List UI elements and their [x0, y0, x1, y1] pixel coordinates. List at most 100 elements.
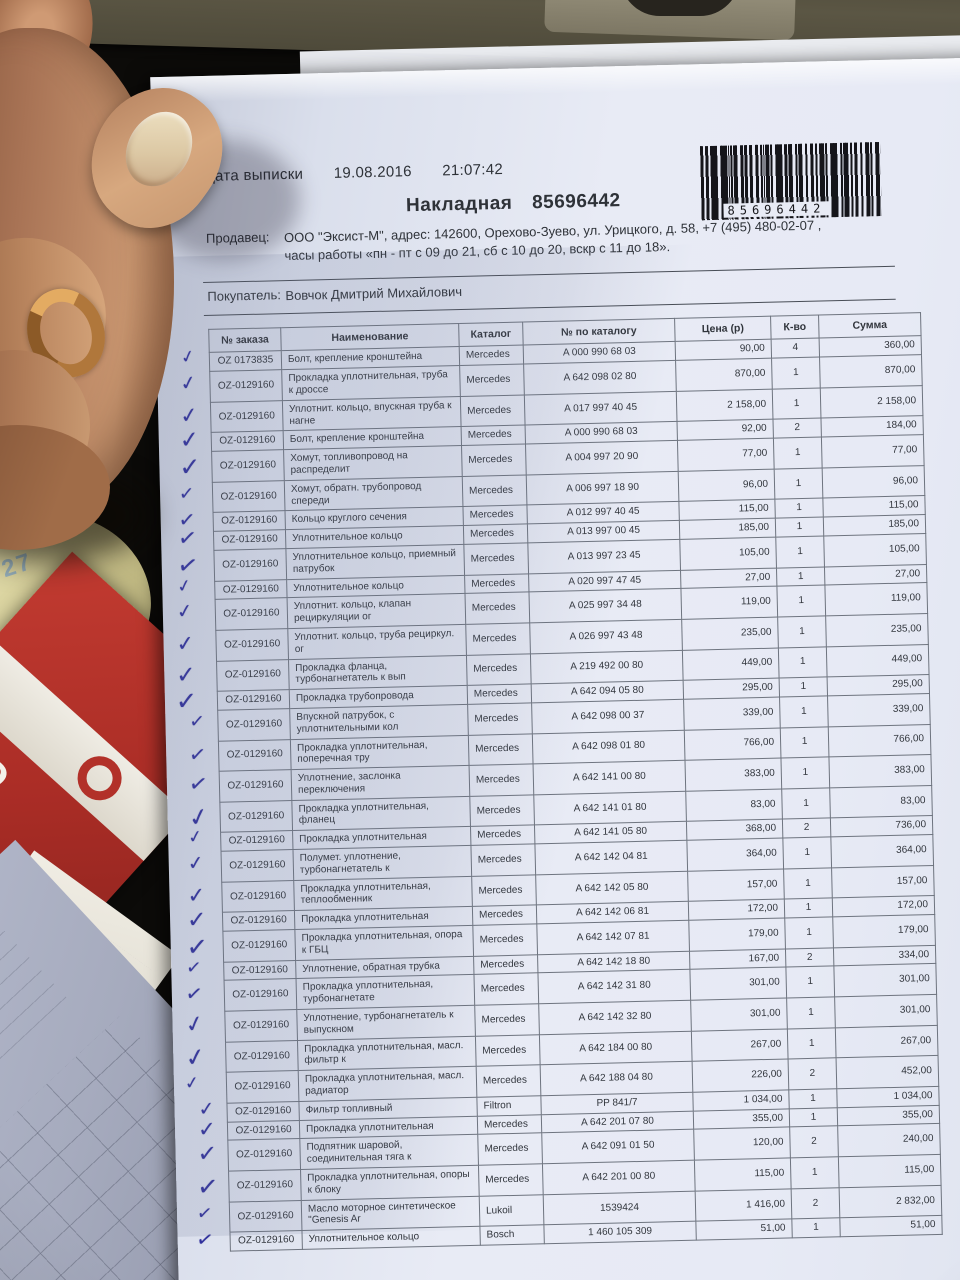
cell-sum: 185,00: [823, 514, 926, 536]
cell-catalog-no: A 642 142 31 80: [537, 969, 691, 1004]
cell-catalog-no: A 025 997 34 48: [528, 588, 682, 623]
cell-qty: 2: [772, 418, 822, 439]
cell-sum: 157,00: [831, 865, 935, 899]
cell-price: 339,00: [683, 696, 781, 730]
cell-catalog: Mercedes: [473, 954, 538, 975]
cell-order-no: OZ-0129160: [221, 880, 295, 913]
cell-price: 185,00: [679, 518, 776, 540]
cell-sum: 96,00: [822, 465, 925, 499]
cell-name: Уплотнит. кольцо, труба рециркул. ог: [287, 624, 467, 660]
cell-sum: 449,00: [826, 644, 930, 678]
checkmark-icon: ✓: [184, 979, 205, 1007]
cell-name: Масло моторное синтетическое "Genesis Ar: [301, 1195, 480, 1231]
cell-catalog-no: A 642 188 04 80: [540, 1061, 693, 1096]
cell-price: 870,00: [675, 358, 773, 392]
cell-catalog-no: A 642 141 00 80: [533, 760, 686, 795]
cell-qty: 1: [782, 836, 832, 869]
cell-order-no: OZ-0129160: [228, 1169, 302, 1202]
cell-sum: 77,00: [821, 434, 925, 468]
cell-order-no: OZ-0129160: [222, 929, 296, 962]
column-header: Каталог: [458, 321, 524, 347]
checkmark-icon: ✓: [194, 1225, 216, 1253]
checkmark-icon: ✓: [195, 1201, 214, 1225]
cell-price: 167,00: [689, 948, 786, 970]
cell-qty: 1: [779, 695, 829, 728]
cell-price: 92,00: [677, 419, 774, 441]
cell-qty: 1: [779, 677, 828, 697]
cell-qty: 1: [785, 966, 835, 999]
cell-qty: 1: [775, 517, 824, 538]
cell-sum: 105,00: [823, 533, 927, 567]
checkmark-icon: ✓: [185, 956, 203, 979]
checkmark-icon: ✓: [182, 1010, 207, 1039]
cell-order-no: OZ-0129160: [217, 689, 290, 711]
cell-sum: 360,00: [819, 335, 922, 358]
buyer-label: Покупатель:: [207, 287, 282, 304]
cell-catalog: Lukoil: [479, 1194, 544, 1227]
cell-sum: 736,00: [830, 815, 933, 837]
checkmark-icon: ✓: [183, 1072, 201, 1094]
checkmark-icon: ✓: [196, 1170, 220, 1202]
cell-price: 120,00: [693, 1127, 791, 1161]
cell-name: Впускной патрубок, с уплотнительными кол: [289, 704, 469, 740]
cell-name: Хомут, обратн. трубопровод спереди: [284, 476, 463, 511]
cell-name: Прокладка уплотнительная, поперечная тру: [290, 734, 470, 770]
cell-order-no: OZ-0129160: [210, 400, 284, 433]
cell-qty: 1: [774, 498, 824, 519]
checkmark-icon: ✓: [186, 882, 206, 908]
cell-catalog-no: A 219 492 00 80: [530, 649, 684, 685]
cell-catalog-no: A 004 997 20 90: [525, 440, 679, 475]
cell-catalog-no: A 006 997 18 90: [526, 471, 679, 506]
cell-catalog: Mercedes: [476, 1065, 541, 1098]
cell-catalog: Mercedes: [470, 825, 535, 846]
cell-price: 179,00: [688, 918, 786, 951]
cell-price: 267,00: [691, 1028, 789, 1062]
cell-catalog: Mercedes: [461, 425, 526, 446]
cell-order-no: OZ-0129160: [218, 739, 292, 772]
cell-sum: 339,00: [827, 693, 931, 727]
cell-order-no: OZ-0129160: [213, 548, 287, 581]
cell-catalog: Mercedes: [478, 1163, 544, 1196]
cell-catalog: Filtron: [476, 1095, 542, 1116]
cell-qty: 1: [771, 357, 821, 389]
checkmark-icon: ✓: [182, 1041, 208, 1073]
cell-qty: 4: [771, 338, 820, 359]
cell-price: 226,00: [692, 1059, 789, 1093]
cell-order-no: OZ-0129160: [209, 369, 283, 403]
cell-catalog: Bosch: [479, 1224, 545, 1246]
cell-catalog-no: A 642 098 02 80: [523, 360, 677, 395]
cell-qty: 1: [788, 1088, 838, 1109]
cell-sum: 119,00: [824, 582, 928, 616]
cell-sum: 2 158,00: [820, 385, 923, 419]
cell-order-no: OZ-0129160: [222, 910, 295, 932]
barcode: 85696442: [700, 142, 882, 221]
cell-price: 96,00: [678, 468, 775, 502]
invoice-table-wrap: № заказа Наименование Каталог № по каталогу…: [175, 312, 943, 1252]
cell-sum: 240,00: [837, 1123, 941, 1157]
cell-catalog: Mercedes: [459, 364, 525, 397]
cell-order-no: OZ-0129160: [221, 849, 294, 882]
checkmark-icon: ✓: [178, 345, 198, 369]
cell-qty: 1: [776, 585, 826, 617]
cell-qty: 1: [783, 867, 833, 900]
cell-price: 2 158,00: [676, 388, 773, 422]
cell-price: 383,00: [684, 758, 782, 791]
document-number: 85696442: [531, 190, 621, 214]
cell-order-no: OZ 0173835: [209, 351, 282, 372]
cell-order-no: OZ-0129160: [224, 978, 297, 1012]
cell-catalog: Mercedes: [472, 923, 538, 956]
cell-sum: 355,00: [837, 1105, 940, 1127]
cell-sum: 27,00: [824, 564, 927, 586]
cell-sum: 115,00: [822, 495, 926, 518]
checkmark-icon: ✓: [197, 1140, 218, 1167]
cell-price: 115,00: [678, 499, 776, 521]
cell-catalog: Mercedes: [471, 874, 537, 907]
cell-catalog-no: A 642 098 01 80: [532, 729, 685, 764]
cell-catalog-no: 1539424: [543, 1190, 696, 1225]
cell-catalog: Mercedes: [463, 524, 528, 545]
cell-price: 105,00: [679, 537, 777, 570]
cell-price: 449,00: [682, 647, 780, 681]
cell-catalog-no: A 013 997 23 45: [527, 539, 681, 574]
cell-catalog: Mercedes: [465, 592, 530, 625]
